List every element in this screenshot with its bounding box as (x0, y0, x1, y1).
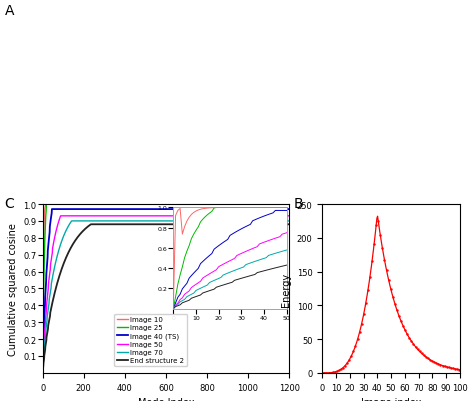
X-axis label: Image index: Image index (361, 397, 421, 401)
Y-axis label: Energy: Energy (281, 272, 292, 306)
Legend: Image 10, Image 25, Image 40 (TS), Image 50, Image 70, End structure 2: Image 10, Image 25, Image 40 (TS), Image… (114, 314, 187, 366)
Text: A: A (5, 4, 14, 18)
Text: C: C (5, 196, 15, 211)
Text: B: B (294, 196, 303, 211)
X-axis label: Mode Index: Mode Index (137, 397, 194, 401)
Y-axis label: Cumulative squared cosine: Cumulative squared cosine (8, 223, 18, 355)
